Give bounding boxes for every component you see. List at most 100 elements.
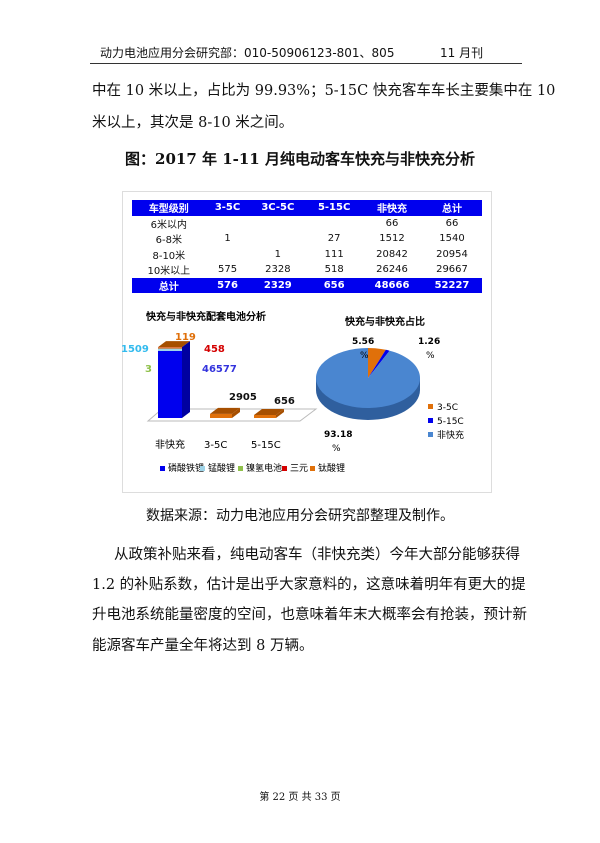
cell: 2328 <box>265 264 291 276</box>
legend-swatch <box>428 404 433 409</box>
data-label: 119 <box>175 332 196 343</box>
header-contact: 动力电池应用分会研究部：010-50906123-801、805 <box>100 46 395 60</box>
bar-top <box>210 407 240 414</box>
legend-label: 非快充 <box>437 429 464 441</box>
pie-slice <box>368 349 390 378</box>
figure-frame <box>122 191 492 493</box>
bar-segment <box>158 348 182 352</box>
bar-side <box>276 409 284 418</box>
data-label: 458 <box>204 344 225 355</box>
legend-label: 3-5C <box>437 403 458 413</box>
bar-chart-title: 快充与非快充配套电池分析 <box>145 310 266 323</box>
cell: 1 <box>224 233 231 245</box>
bar-side <box>182 341 190 418</box>
data-label: 656 <box>274 396 295 407</box>
cell: 27 <box>327 233 341 245</box>
col-header: 车型级别 <box>132 200 206 216</box>
cell: 10米以上 <box>147 266 191 278</box>
legend-swatch <box>238 466 243 471</box>
legend-label: 钛酸锂 <box>318 462 345 474</box>
cell: 1540 <box>439 233 465 245</box>
intro-line: 米以上，其次是 8-10 米之间。 <box>92 115 294 131</box>
cell: 总计 <box>132 277 206 293</box>
body-line: 从政策补贴来看，纯电动客车（非快充类）今年大部分能够获得 <box>114 547 520 563</box>
cell: 6-8米 <box>155 235 182 247</box>
table-row: 10米以上 575 2328 518 26246 29667 <box>132 262 482 278</box>
x-tick-label: 非快充 <box>155 438 185 451</box>
cell: 48666 <box>362 277 422 293</box>
header-issue: 11 月刊 <box>440 46 484 60</box>
cell: 2329 <box>249 277 307 293</box>
cell: 1 <box>274 248 282 260</box>
cell: 66 <box>385 217 399 229</box>
legend-swatch <box>428 432 433 437</box>
bar-segment <box>254 415 276 418</box>
bar-side <box>232 407 240 418</box>
pie-slice <box>368 348 386 378</box>
legend-swatch <box>200 466 205 471</box>
cell: 66 <box>445 217 459 229</box>
cell: 111 <box>324 248 344 260</box>
data-label: 46577 <box>202 364 237 375</box>
bar-top <box>158 341 190 348</box>
x-tick-label: 3-5C <box>204 440 227 451</box>
bar-segment <box>210 413 232 418</box>
bar-segment <box>158 351 182 418</box>
col-header: 3C-5C <box>249 200 307 216</box>
pie-data-label: 93.18 <box>324 430 352 440</box>
bar-segment <box>158 347 182 348</box>
cell: 20954 <box>436 248 468 260</box>
legend-swatch <box>428 418 433 423</box>
pie-chart-title: 快充与非快充占比 <box>344 315 425 328</box>
body-line: 升电池系统能量密度的空间，也意味着年末大概率会有抢装，预计新 <box>92 607 527 623</box>
figure-title: 图：2017 年 1-11 月纯电动客车快充与非快充分析 <box>125 150 475 168</box>
bar-segment <box>158 347 182 349</box>
cell: 518 <box>324 264 344 276</box>
legend-swatch <box>310 466 315 471</box>
intro-line: 中在 10 米以上，占比为 99.93%；5-15C 快充客车车长主要集中在 1… <box>92 83 556 99</box>
source-note: 数据来源：动力电池应用分会研究部整理及制作。 <box>146 508 454 524</box>
cell: 575 <box>217 264 238 276</box>
legend-label: 磷酸铁锂 <box>168 462 204 474</box>
legend-label: 镍氢电池 <box>246 462 282 474</box>
pie-slice <box>315 348 420 408</box>
cell: 6米以内 <box>150 219 187 231</box>
bar-floor <box>146 408 318 422</box>
bar-top <box>254 409 284 415</box>
cell: 52227 <box>421 277 482 293</box>
cell: 1512 <box>379 233 405 245</box>
legend-label: 三元 <box>290 464 308 474</box>
table-row: 8-10米 1 111 20842 20954 <box>132 247 482 263</box>
col-header: 总计 <box>421 200 482 216</box>
col-header: 5-15C <box>306 200 363 216</box>
data-label: 3 <box>145 364 152 375</box>
body-line: 1.2 的补贴系数，估计是出乎大家意料的，这意味着明年有更大的提 <box>92 577 526 593</box>
data-table: 车型级别 3-5C 3C-5C 5-15C 非快充 总计 6米以内 66 66 6-8… <box>132 200 482 293</box>
data-label: 2905 <box>229 392 257 403</box>
col-header: 3-5C <box>205 200 250 216</box>
pie-data-label-unit: % <box>360 351 369 361</box>
pie-data-label-unit: % <box>426 351 435 361</box>
header-divider <box>90 63 522 64</box>
table-row: 6-8米 1 27 1512 1540 <box>132 231 482 247</box>
legend-swatch <box>160 466 165 471</box>
page-number: 第 22 页 共 33 页 <box>259 792 341 803</box>
cell: 29667 <box>436 264 468 276</box>
legend-label: 5-15C <box>437 417 464 427</box>
cell: 656 <box>306 277 363 293</box>
bar-segment <box>158 348 182 349</box>
legend-swatch <box>282 466 287 471</box>
body-line: 能源客车产量全年将达到 8 万辆。 <box>92 638 314 654</box>
cell: 20842 <box>376 248 408 260</box>
cell: 576 <box>205 277 250 293</box>
pie-data-label-unit: % <box>332 444 341 454</box>
table-header-row: 车型级别 3-5C 3C-5C 5-15C 非快充 总计 <box>132 200 482 216</box>
cell: 8-10米 <box>152 250 186 262</box>
table-row: 6米以内 66 66 <box>132 216 482 232</box>
legend-label: 锰酸锂 <box>208 462 235 474</box>
x-tick-label: 5-15C <box>251 440 281 451</box>
col-header: 非快充 <box>362 200 422 216</box>
pie-data-label: 1.26 <box>418 337 440 347</box>
